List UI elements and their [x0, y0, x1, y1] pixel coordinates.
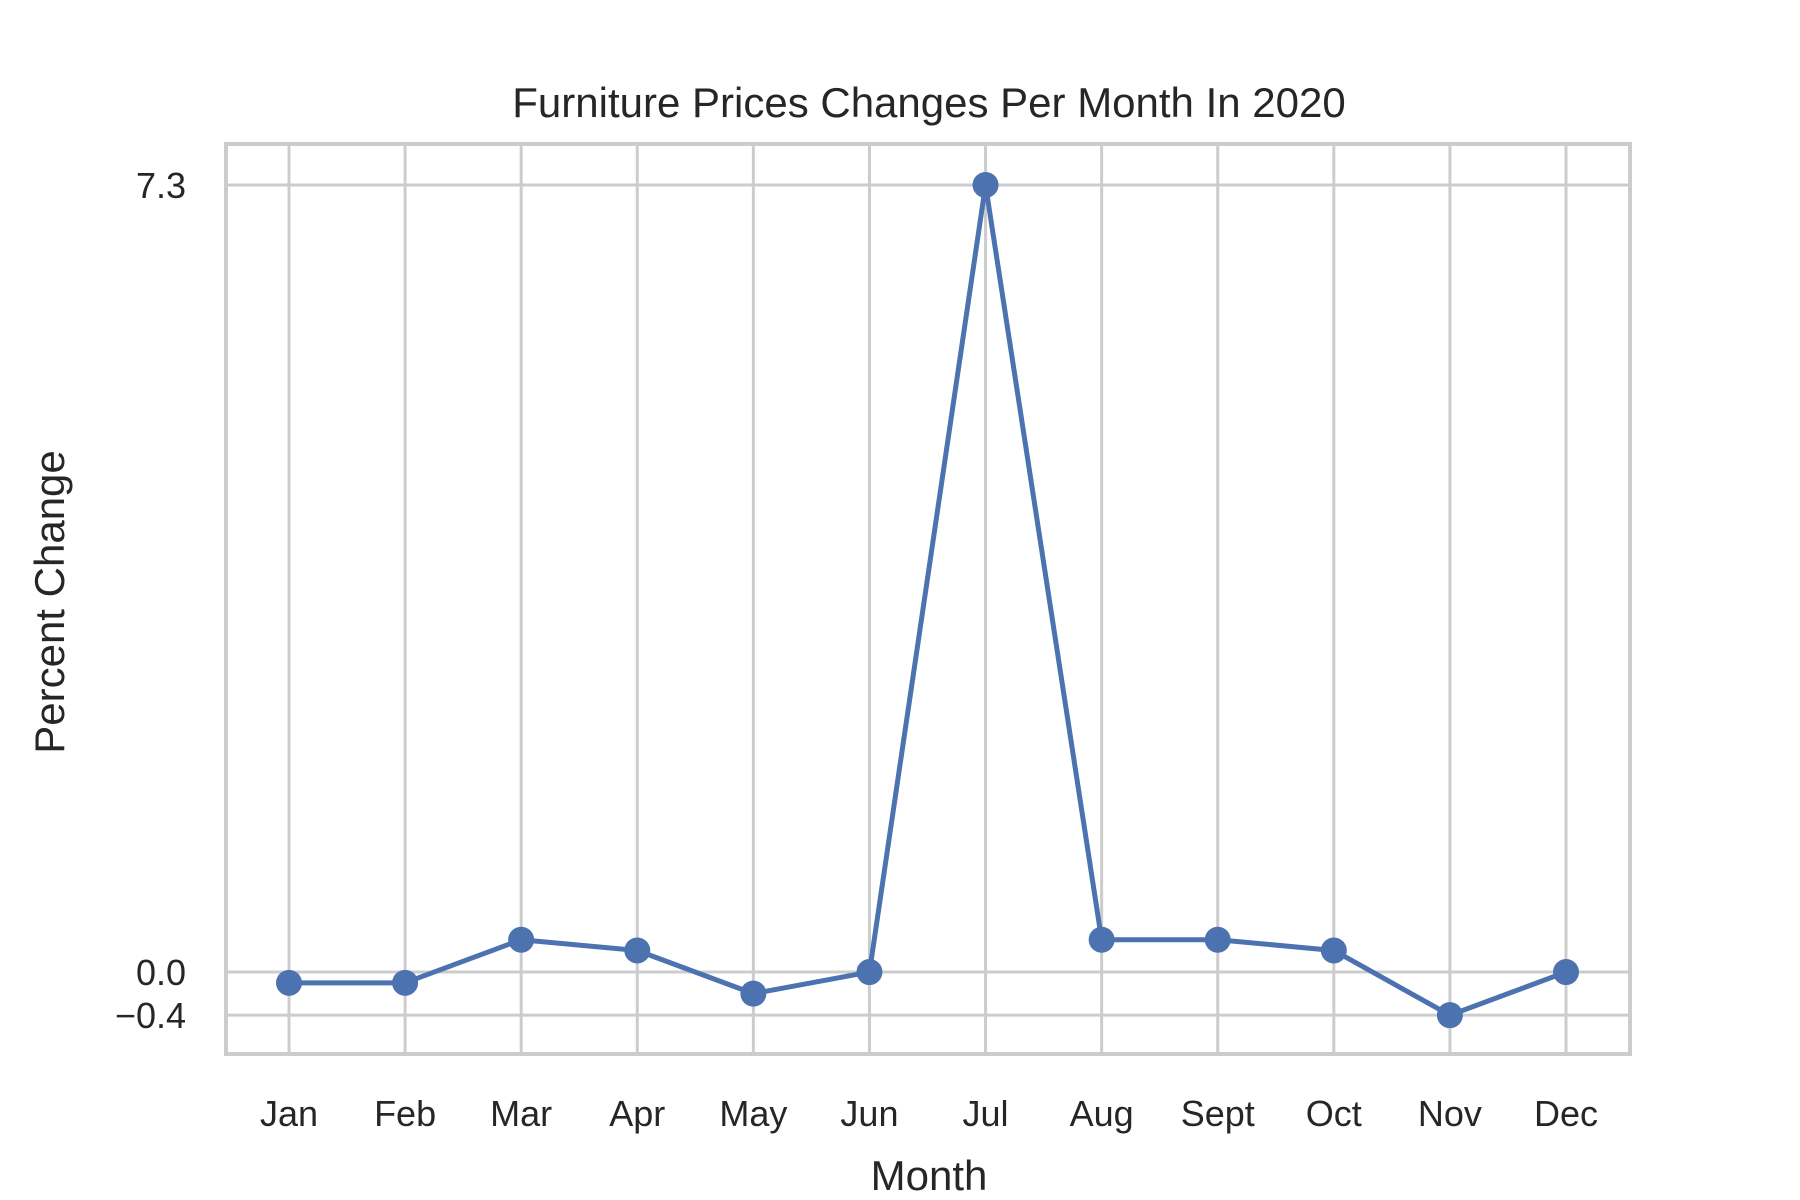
- grid-lines: [226, 144, 1630, 1054]
- x-tick-label: Feb: [374, 1093, 436, 1134]
- series-line: [289, 182, 1567, 1018]
- y-tick-label: 7.3: [136, 165, 186, 206]
- data-point-sept: [1204, 926, 1231, 953]
- x-tick-label: Jan: [260, 1093, 318, 1134]
- x-tick-label: Apr: [609, 1093, 665, 1134]
- y-tick-label: −0.4: [115, 995, 186, 1036]
- chart-title: Furniture Prices Changes Per Month In 20…: [512, 79, 1345, 126]
- y-axis-label: Percent Change: [26, 450, 73, 754]
- x-tick-label: May: [719, 1093, 787, 1134]
- y-axis-ticks: −0.40.0 7.3: [115, 165, 186, 1036]
- data-point-dec: [1553, 959, 1579, 986]
- x-tick-label: Jun: [840, 1093, 898, 1134]
- x-axis-ticks: Jan Feb Mar Apr May Jun Jul Aug Sept Oct Nov Dec: [260, 1093, 1598, 1134]
- data-point-jun: [856, 959, 883, 986]
- x-axis-label: Month: [871, 1152, 988, 1199]
- data-point-apr: [624, 937, 651, 964]
- data-point-jan: [276, 969, 302, 996]
- data-point-oct: [1320, 937, 1347, 964]
- data-point-aug: [1088, 926, 1115, 953]
- plot-frame: [224, 142, 1632, 1056]
- x-tick-label: Mar: [490, 1093, 552, 1134]
- series-percent-change: [276, 171, 1579, 1029]
- x-tick-label: Jul: [963, 1093, 1009, 1134]
- x-tick-label: Aug: [1070, 1093, 1134, 1134]
- data-point-feb: [392, 969, 419, 996]
- data-point-jul: [972, 171, 999, 198]
- data-point-may: [740, 980, 767, 1007]
- x-tick-label: Dec: [1534, 1093, 1598, 1134]
- data-point-mar: [508, 926, 535, 953]
- x-tick-label: Sept: [1181, 1093, 1255, 1134]
- x-tick-label: Nov: [1418, 1093, 1482, 1134]
- y-tick-label: 0.0: [136, 952, 186, 993]
- data-point-nov: [1436, 1002, 1463, 1029]
- x-tick-label: Oct: [1306, 1093, 1362, 1134]
